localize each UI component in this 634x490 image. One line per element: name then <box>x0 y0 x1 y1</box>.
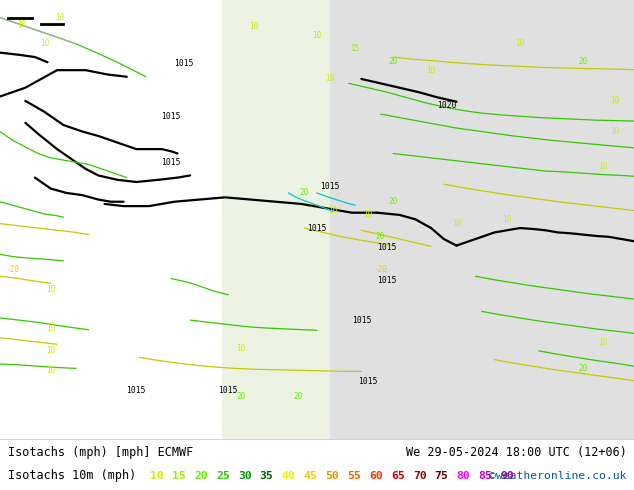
Text: 1015: 1015 <box>162 112 181 121</box>
Text: 1020: 1020 <box>437 101 456 110</box>
Text: 20: 20 <box>294 392 302 401</box>
Text: 65: 65 <box>391 470 404 481</box>
Text: 1015: 1015 <box>352 316 371 325</box>
Text: 1015: 1015 <box>174 59 193 68</box>
Text: Isotachs (mph) [mph] ECMWF: Isotachs (mph) [mph] ECMWF <box>8 446 193 460</box>
Text: 20: 20 <box>300 189 309 197</box>
Bar <box>222 0 330 439</box>
Text: 85: 85 <box>479 470 492 481</box>
Text: 10: 10 <box>46 366 55 375</box>
Text: 10: 10 <box>56 13 65 22</box>
Text: 30: 30 <box>238 470 252 481</box>
Text: 20: 20 <box>579 364 588 373</box>
Text: 20: 20 <box>376 232 385 241</box>
Text: 10: 10 <box>611 127 619 136</box>
Text: 1015: 1015 <box>162 158 181 167</box>
Text: -20: -20 <box>6 265 20 274</box>
Text: 1015: 1015 <box>219 386 238 395</box>
Text: 90: 90 <box>500 470 514 481</box>
Text: 1015: 1015 <box>358 377 377 386</box>
Text: 75: 75 <box>435 470 448 481</box>
Bar <box>330 0 634 439</box>
Text: 1015: 1015 <box>377 243 396 252</box>
Text: 55: 55 <box>347 470 361 481</box>
Text: 1015: 1015 <box>127 386 146 395</box>
Text: 10: 10 <box>313 30 321 40</box>
Text: We 29-05-2024 18:00 UTC (12+06): We 29-05-2024 18:00 UTC (12+06) <box>406 446 626 460</box>
Text: 1015: 1015 <box>320 182 339 191</box>
Text: 10: 10 <box>452 219 461 228</box>
Text: 15: 15 <box>172 470 186 481</box>
Text: 40: 40 <box>281 470 295 481</box>
Text: 50: 50 <box>325 470 339 481</box>
Text: 10: 10 <box>598 338 607 346</box>
Text: 10: 10 <box>427 66 436 74</box>
Text: 20: 20 <box>579 57 588 66</box>
Text: 10: 10 <box>40 39 49 49</box>
Text: 45: 45 <box>304 470 317 481</box>
Text: 10: 10 <box>515 39 524 49</box>
Text: 10: 10 <box>249 22 258 31</box>
Text: 60: 60 <box>369 470 383 481</box>
Text: 20: 20 <box>194 470 208 481</box>
Text: 35: 35 <box>260 470 273 481</box>
Text: 10: 10 <box>18 20 27 28</box>
Text: 10: 10 <box>150 470 164 481</box>
Text: 10: 10 <box>328 206 337 215</box>
Text: 25: 25 <box>216 470 230 481</box>
Text: 10: 10 <box>611 97 619 105</box>
Text: 70: 70 <box>413 470 427 481</box>
Text: -20: -20 <box>373 265 387 274</box>
Text: 10: 10 <box>236 344 245 353</box>
Text: 10: 10 <box>598 162 607 171</box>
Text: 10: 10 <box>46 324 55 333</box>
Text: Isotachs 10m (mph): Isotachs 10m (mph) <box>8 469 136 482</box>
Text: 10: 10 <box>503 215 512 224</box>
Text: 10: 10 <box>325 74 334 83</box>
Text: 1015: 1015 <box>377 276 396 285</box>
Text: 1015: 1015 <box>307 223 327 233</box>
Text: 20: 20 <box>389 57 398 66</box>
Text: 80: 80 <box>456 470 470 481</box>
Text: 20: 20 <box>389 197 398 206</box>
Text: 10: 10 <box>46 346 55 355</box>
Text: 15: 15 <box>351 44 359 53</box>
Text: ©weatheronline.co.uk: ©weatheronline.co.uk <box>489 470 626 481</box>
Text: 10: 10 <box>363 210 372 220</box>
Text: 10: 10 <box>46 285 55 294</box>
Text: 20: 20 <box>236 392 245 401</box>
